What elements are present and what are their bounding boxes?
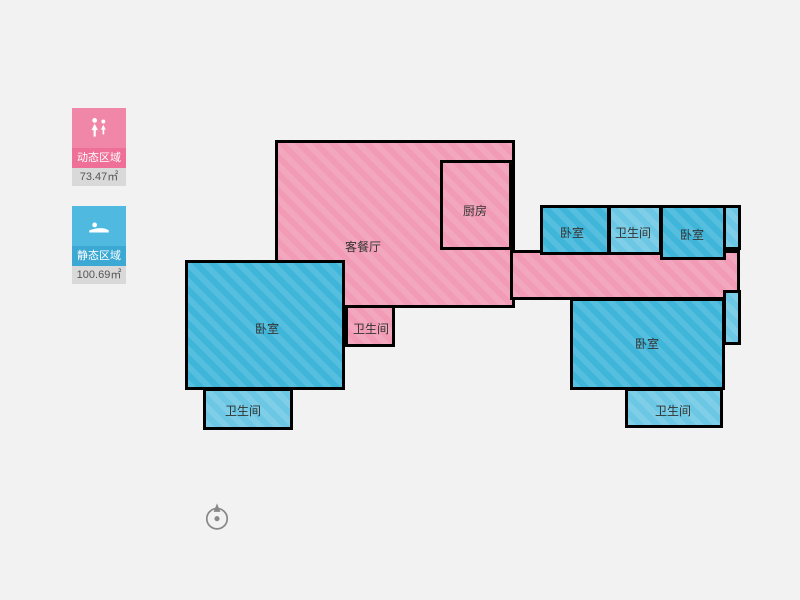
floorplan: 客餐厅厨房卫生间卧室卫生间卧室卫生间卧室卧室卫生间	[185, 140, 745, 460]
room-label-bath_e: 卫生间	[655, 402, 691, 419]
legend-dynamic: 动态区域 73.47㎡	[72, 108, 126, 186]
legend-static-label: 静态区域	[72, 246, 126, 266]
sleep-icon	[72, 206, 126, 246]
people-icon	[72, 108, 126, 148]
room-label-bath_c: 卫生间	[353, 320, 389, 337]
legend: 动态区域 73.47㎡ 静态区域 100.69㎡	[72, 108, 132, 304]
room-label-living: 客餐厅	[345, 238, 381, 255]
room-balc_n	[723, 205, 741, 250]
legend-dynamic-label: 动态区域	[72, 148, 126, 168]
room-balc_e	[723, 290, 741, 345]
room-label-bed_w: 卧室	[255, 320, 279, 337]
room-label-bed_e: 卧室	[635, 335, 659, 352]
room-label-bath_w: 卫生间	[225, 402, 261, 419]
room-label-bed_n2: 卧室	[680, 226, 704, 243]
room-label-kitchen: 厨房	[463, 202, 487, 219]
legend-dynamic-value: 73.47㎡	[72, 168, 126, 186]
compass-icon	[200, 500, 234, 534]
room-label-bed_n1: 卧室	[560, 224, 584, 241]
legend-static-value: 100.69㎡	[72, 266, 126, 284]
room-label-bath_n: 卫生间	[615, 224, 651, 241]
legend-static: 静态区域 100.69㎡	[72, 206, 126, 284]
